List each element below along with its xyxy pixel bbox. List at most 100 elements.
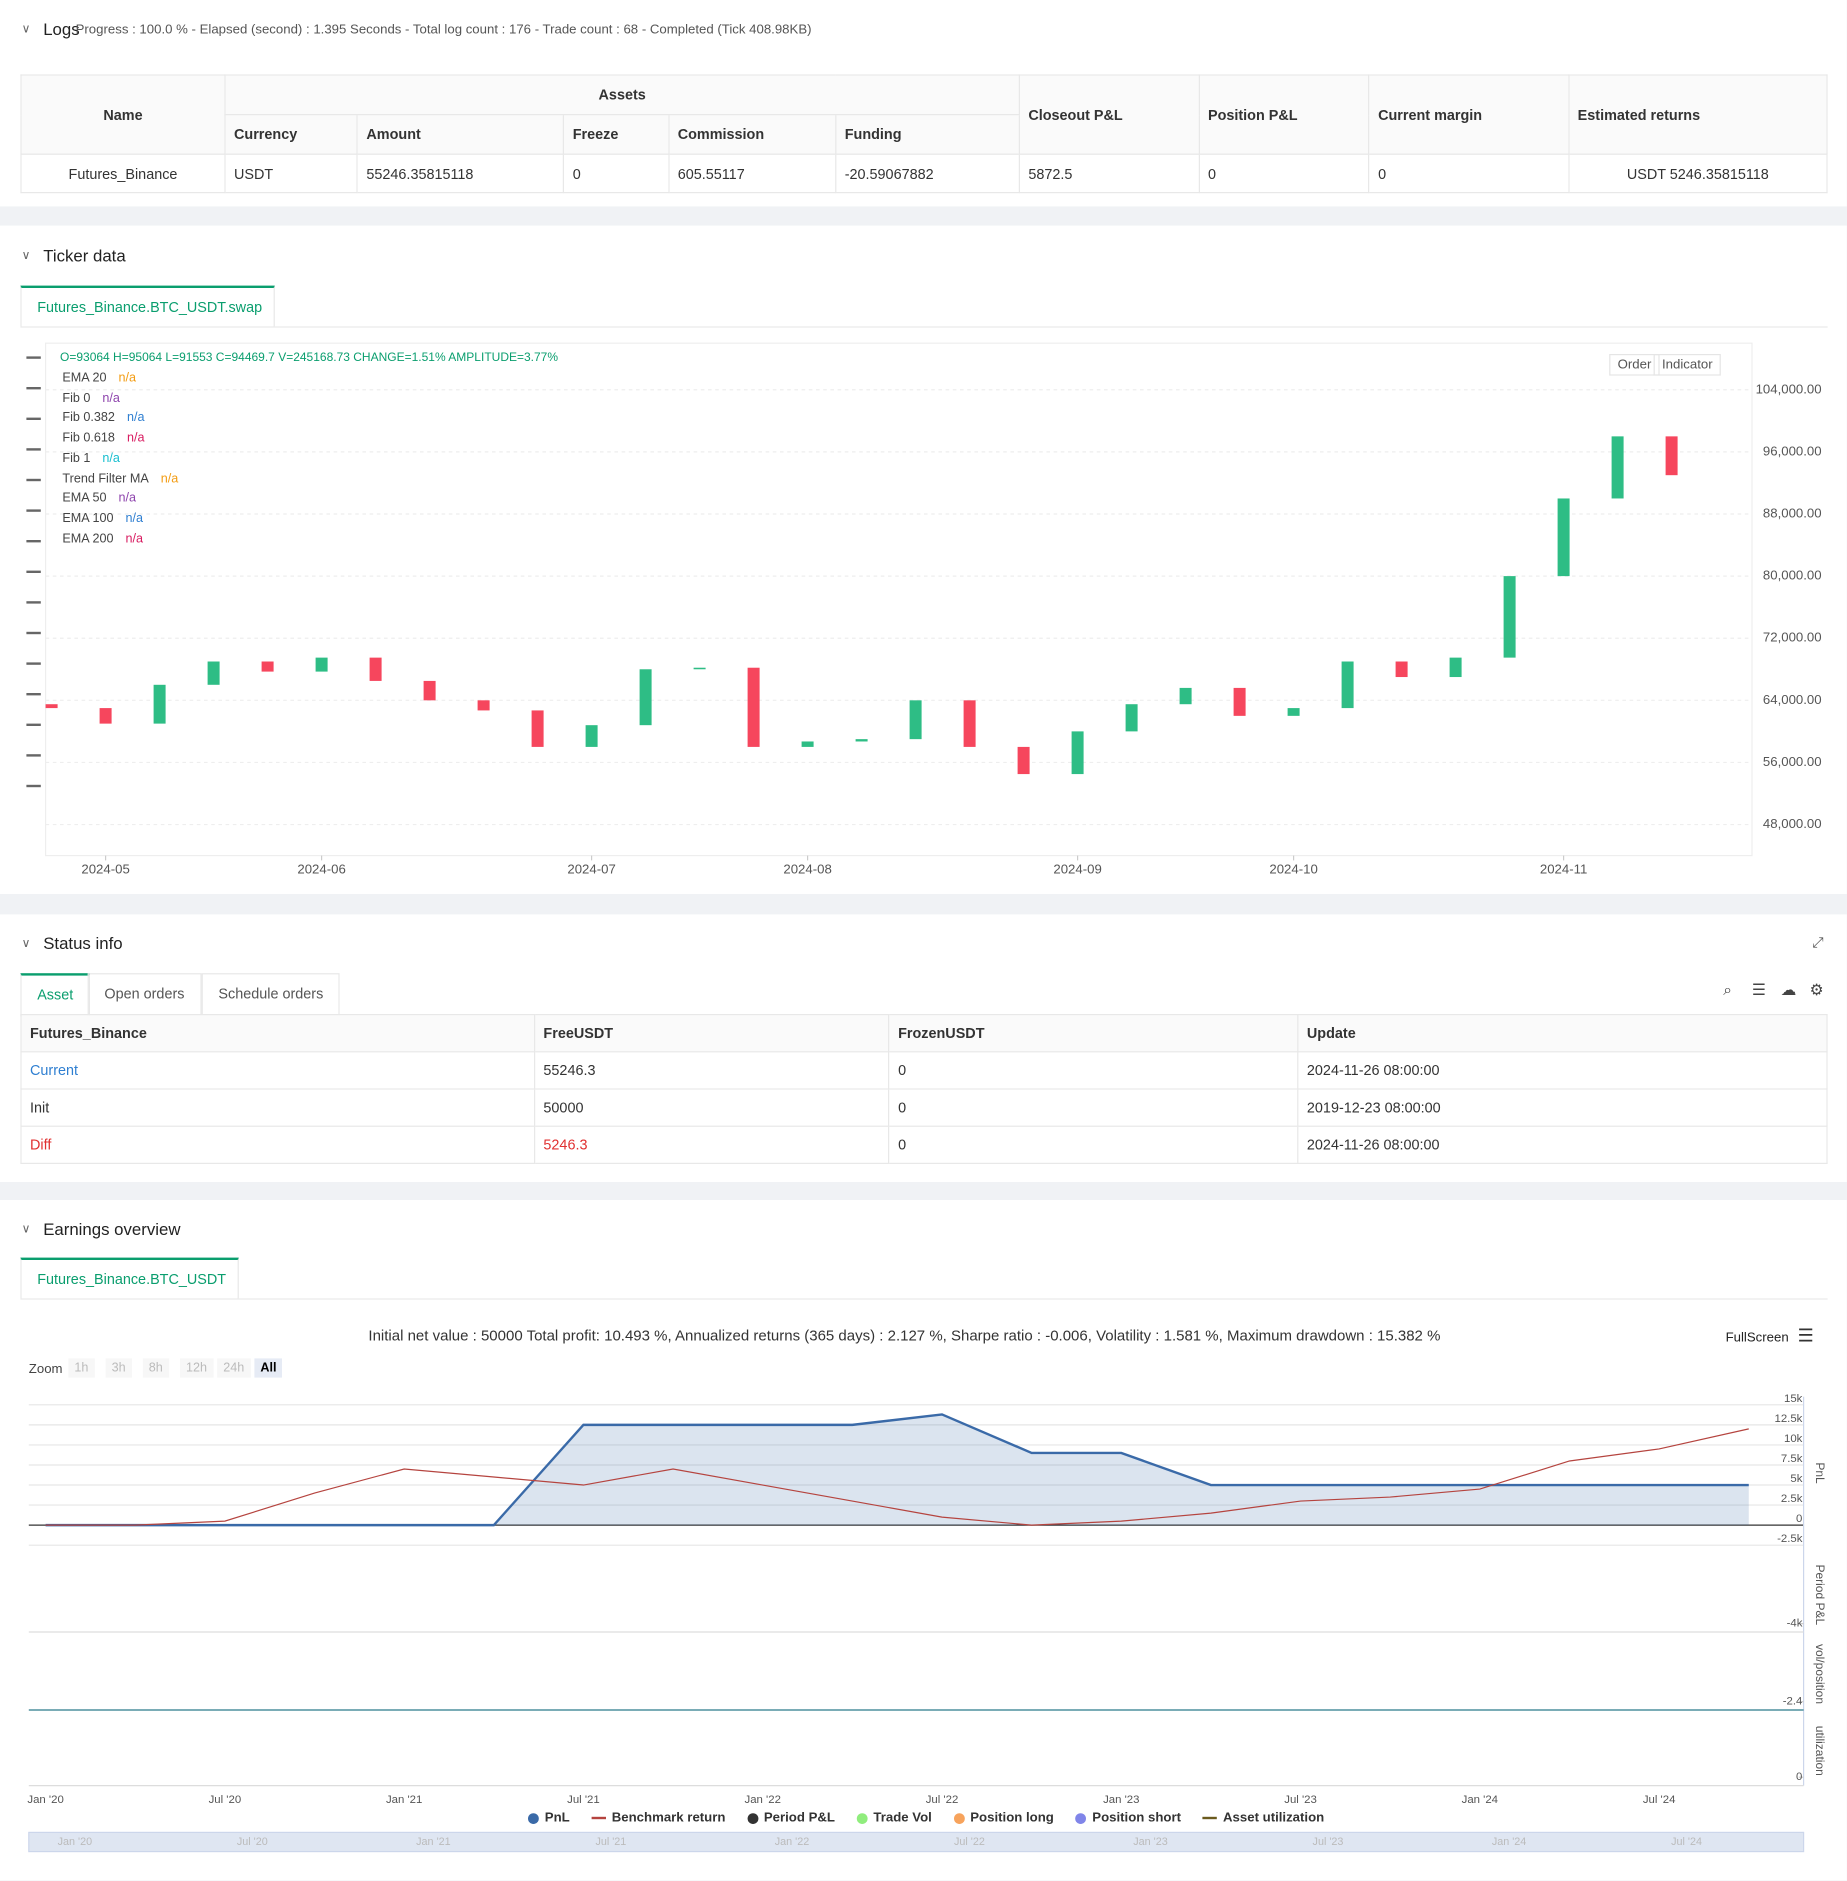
header-cell: Estimated returns	[1568, 74, 1828, 155]
toolbar-icon	[26, 723, 41, 726]
legend-item[interactable]: Position long	[953, 1811, 1054, 1825]
menu-icon[interactable]: ☰	[1797, 1326, 1814, 1347]
cell: 0	[888, 1051, 1299, 1090]
toolbar-icon	[26, 754, 41, 757]
zoom-button[interactable]: 12h	[180, 1358, 214, 1378]
legend-item[interactable]: PnL	[528, 1811, 570, 1825]
y-tick-label: 10k	[1784, 1433, 1803, 1445]
status-section: ∨ Status info ⤢ Asset Open orders Schedule or…	[0, 914, 1847, 1182]
legend-name: Fib 0.618	[62, 430, 115, 446]
toolbar-icon[interactable]: ⚙	[1809, 980, 1824, 999]
x-tick-label: Jul '22	[926, 1794, 959, 1806]
data-row: Current 55246.3 0 2024-11-26 08:00:00	[20, 1051, 1828, 1090]
legend-item[interactable]: Period P&L	[747, 1811, 835, 1825]
chart-button[interactable]: Indicator	[1653, 354, 1722, 376]
candle	[1503, 576, 1516, 658]
candle	[963, 700, 976, 747]
toolbar-icon[interactable]: ☁	[1780, 980, 1797, 999]
cell: 0	[888, 1125, 1299, 1165]
expand-icon[interactable]: ⤢	[1812, 933, 1824, 951]
cell: 50000	[533, 1088, 890, 1127]
zoom-button[interactable]: 1h	[68, 1358, 95, 1378]
toolbar-icon[interactable]: ⌕	[1723, 980, 1732, 999]
status-table: Futures_Binance FreeUSDT FrozenUSDT Update C…	[20, 1014, 1828, 1165]
header-cell: Closeout P&L	[1018, 74, 1200, 155]
toolbar-icon[interactable]: ☰	[1752, 980, 1766, 999]
panel-title: vol/position	[1813, 1644, 1827, 1704]
earnings-chart: 15k 12.5k 10k 7.5k 5k 2.5k 0 -2.5k PnL -4k Period …	[27, 1393, 1827, 1853]
x-tick-label: Jul '24	[1643, 1794, 1676, 1806]
navigator-label: Jan '21	[416, 1836, 450, 1848]
cell: USDT 5246.35815118	[1568, 153, 1828, 194]
legend-item: EMA 50 n/a	[62, 491, 136, 505]
navigator-label: Jul '24	[1671, 1836, 1702, 1848]
cell: 2024-11-26 08:00:00	[1297, 1125, 1828, 1165]
zoom-button[interactable]: 24h	[217, 1358, 251, 1378]
legend-value: n/a	[126, 430, 145, 446]
legend-swatch	[528, 1812, 539, 1824]
zoom-button[interactable]: 3h	[105, 1358, 132, 1378]
zoom-button[interactable]: All	[254, 1358, 283, 1378]
legend-swatch	[1202, 1816, 1218, 1820]
legend-value: n/a	[125, 511, 144, 526]
toolbar-icon	[26, 478, 41, 482]
tab-active[interactable]: Futures_Binance.BTC_USDT	[20, 1257, 239, 1299]
legend-swatch	[1075, 1812, 1087, 1824]
candle	[1287, 708, 1300, 716]
candle	[693, 667, 706, 670]
fullscreen-button[interactable]: FullScreen	[1725, 1330, 1789, 1346]
ohlc-readout: O=93064 H=95064 L=91553 C=94469.7 V=2451…	[60, 351, 559, 365]
legend-item[interactable]: Trade Vol	[856, 1810, 932, 1826]
candle	[855, 739, 868, 742]
header-row: Futures_Binance FreeUSDT FrozenUSDT Update	[20, 1014, 1828, 1053]
x-tick-label: 2024-05	[81, 861, 129, 876]
section-title: Ticker data	[43, 246, 126, 266]
legend-label: Benchmark return	[611, 1810, 726, 1826]
tab[interactable]: Schedule orders	[201, 973, 341, 1016]
legend-label: Asset utilization	[1223, 1810, 1325, 1826]
y-tick-label: 72,000.00	[1763, 630, 1822, 645]
navigator-label: Jan '22	[775, 1836, 809, 1848]
legend-swatch	[856, 1812, 868, 1824]
legend-name: Trend Filter MA	[62, 471, 149, 486]
legend-item[interactable]: Benchmark return	[591, 1811, 725, 1825]
header-cell: Commission	[668, 114, 837, 155]
toolbar-icon	[26, 540, 41, 543]
candle	[369, 657, 382, 681]
legend-item[interactable]: Asset utilization	[1202, 1810, 1325, 1826]
legend-value: n/a	[102, 450, 120, 466]
collapse-chevron[interactable]: ∨	[21, 22, 31, 36]
legend-item: EMA 200 n/a	[62, 531, 143, 545]
x-tick-label: 2024-10	[1269, 861, 1317, 876]
cell: 0	[1368, 153, 1570, 194]
x-tick-label: Jan '24	[1462, 1794, 1498, 1806]
toolbar-icon	[26, 784, 41, 788]
legend-label: Period P&L	[763, 1810, 836, 1826]
tab[interactable]: Open orders	[87, 973, 202, 1016]
legend-name: EMA 20	[62, 370, 107, 386]
section-title: Status info	[43, 933, 123, 953]
candle	[99, 708, 112, 724]
legend-value: n/a	[102, 390, 120, 406]
navigator-label: Jul '21	[595, 1836, 626, 1848]
cell: 55246.3	[533, 1051, 890, 1090]
x-tick-label: 2024-11	[1540, 861, 1587, 876]
tab-active[interactable]: Futures_Binance.BTC_USDT.swap	[20, 285, 275, 327]
y-tick-label: 104,000.00	[1756, 381, 1822, 396]
tab-active[interactable]: Asset	[20, 973, 91, 1017]
y-tick-label: 48,000.00	[1763, 816, 1822, 831]
x-tick-label: 2024-09	[1053, 861, 1101, 876]
panel-title: Period P&L	[1813, 1564, 1827, 1625]
candle	[585, 725, 598, 747]
collapse-chevron[interactable]: ∨	[21, 937, 31, 951]
navigator-label: Jan '23	[1133, 1836, 1167, 1848]
zoom-button[interactable]: 8h	[142, 1358, 169, 1378]
collapse-chevron[interactable]: ∨	[21, 249, 31, 263]
chart-button[interactable]: Order	[1609, 354, 1660, 376]
ticker-chart: 48,000.00 56,000.00 64,000.00 72,000.00 80,0…	[26, 342, 1822, 876]
collapse-chevron[interactable]: ∨	[21, 1222, 31, 1236]
legend-label: Trade Vol	[873, 1810, 932, 1826]
legend-item[interactable]: Position short	[1075, 1811, 1181, 1825]
cell: 5872.5	[1018, 153, 1200, 194]
